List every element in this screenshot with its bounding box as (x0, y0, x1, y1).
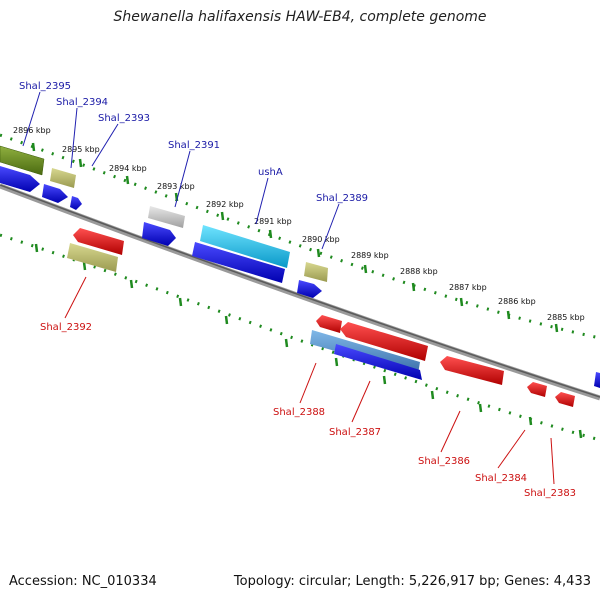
gene-feature (334, 344, 422, 380)
gene-feature (200, 225, 290, 268)
gene-label: Shal_2384 (475, 473, 527, 484)
kbp-label: 2893 kbp (157, 182, 195, 191)
gene-feature (527, 382, 547, 397)
gene-feature (73, 228, 124, 255)
gene-feature (340, 322, 428, 361)
kbp-label: 2891 kbp (254, 217, 292, 226)
gene-feature (142, 222, 176, 246)
gene-label: Shal_2394 (56, 97, 108, 108)
gene-label: Shal_2389 (316, 193, 368, 204)
lower-leader-lines (64, 276, 555, 485)
kbp-label: 2885 kbp (547, 313, 585, 322)
gene-label: Shal_2383 (524, 488, 576, 499)
accession-text: Accession: NC_010334 (9, 574, 157, 589)
gene-feature (304, 262, 328, 282)
gene-feature (192, 242, 285, 283)
gene-feature (297, 280, 322, 298)
gene-label: ushA (258, 167, 283, 178)
gene-label: Shal_2392 (40, 322, 92, 333)
gene-feature (148, 206, 185, 228)
kbp-label: 2890 kbp (302, 235, 340, 244)
map-title: Shewanella halifaxensis HAW-EB4, complet… (113, 9, 487, 25)
gene-feature (67, 243, 118, 272)
features-lower (67, 228, 575, 407)
lower-gene-labels: Shal_2392 Shal_2388 Shal_2387 Shal_2386 … (40, 322, 576, 499)
gene-label: Shal_2386 (418, 456, 470, 467)
upper-major-ticks (31, 142, 559, 333)
kbp-label: 2894 kbp (109, 164, 147, 173)
kbp-label: 2889 kbp (351, 251, 389, 260)
kbp-label: 2886 kbp (498, 297, 536, 306)
gene-feature (594, 372, 600, 388)
kbp-label: 2888 kbp (400, 267, 438, 276)
gene-feature (440, 356, 504, 385)
gene-label: Shal_2388 (273, 407, 325, 418)
position-labels: 2896 kbp 2895 kbp 2894 kbp 2893 kbp 2892… (13, 126, 585, 322)
lower-major-ticks (34, 243, 583, 439)
gene-feature (0, 145, 45, 176)
kbp-label: 2892 kbp (206, 200, 244, 209)
gene-label: Shal_2387 (329, 427, 381, 438)
gene-feature (316, 315, 342, 333)
upper-gene-labels: Shal_2395 Shal_2394 Shal_2393 Shal_2391 … (19, 81, 368, 204)
gene-feature (0, 166, 40, 192)
gene-label: Shal_2395 (19, 81, 71, 92)
gene-feature (70, 196, 82, 210)
gene-label: Shal_2391 (168, 140, 220, 151)
kbp-label: 2896 kbp (13, 126, 51, 135)
gene-label: Shal_2393 (98, 113, 150, 124)
gene-feature (555, 392, 575, 407)
gene-feature (42, 184, 68, 203)
features-upper (0, 145, 600, 388)
kbp-label: 2887 kbp (449, 283, 487, 292)
genome-summary-text: Topology: circular; Length: 5,226,917 bp… (233, 574, 591, 589)
kbp-label: 2895 kbp (62, 145, 100, 154)
upper-leader-lines (22, 91, 340, 250)
gene-feature (50, 168, 76, 188)
